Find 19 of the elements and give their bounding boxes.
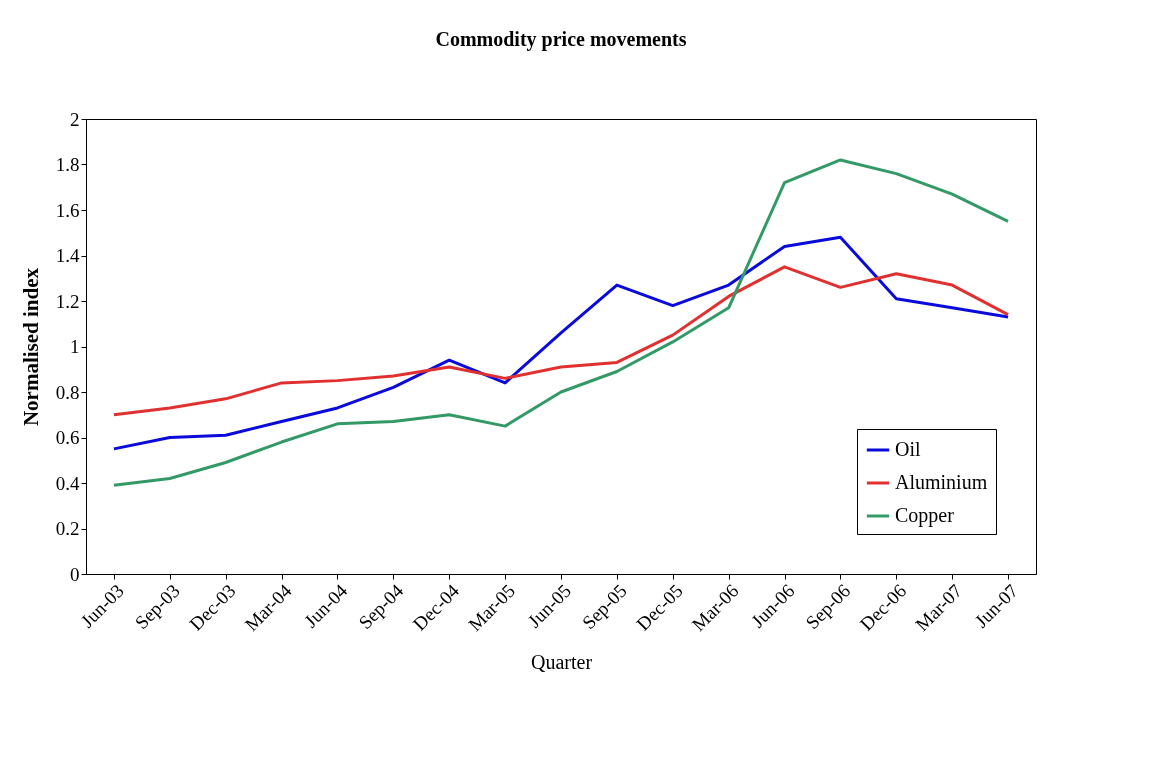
y-tick-label: 0.8 (55, 381, 80, 403)
y-tick-label: 1.6 (55, 199, 80, 221)
legend-label: Aluminium (895, 471, 988, 493)
x-axis-title: Quarter (530, 650, 593, 673)
y-tick-label: 1.2 (55, 290, 80, 312)
y-tick-label: 2 (70, 108, 80, 130)
y-tick-label: 0.6 (55, 427, 80, 448)
line-series (112, 265, 1010, 417)
legend-label: Copper (895, 504, 955, 527)
y-tick-label: 1 (70, 336, 80, 357)
y-tick-label: 0.4 (55, 472, 80, 494)
legend-label: Oil (895, 438, 921, 460)
line-series (112, 158, 1010, 487)
y-tick-label: 0 (70, 563, 80, 585)
y-tick-label: 0.2 (55, 518, 80, 539)
y-tick-label: 1.8 (55, 154, 80, 175)
y-tick-label: 1.4 (55, 245, 80, 266)
y-axis-title: Normalised index (18, 267, 43, 427)
chart-title: Commodity price movements (435, 28, 687, 51)
